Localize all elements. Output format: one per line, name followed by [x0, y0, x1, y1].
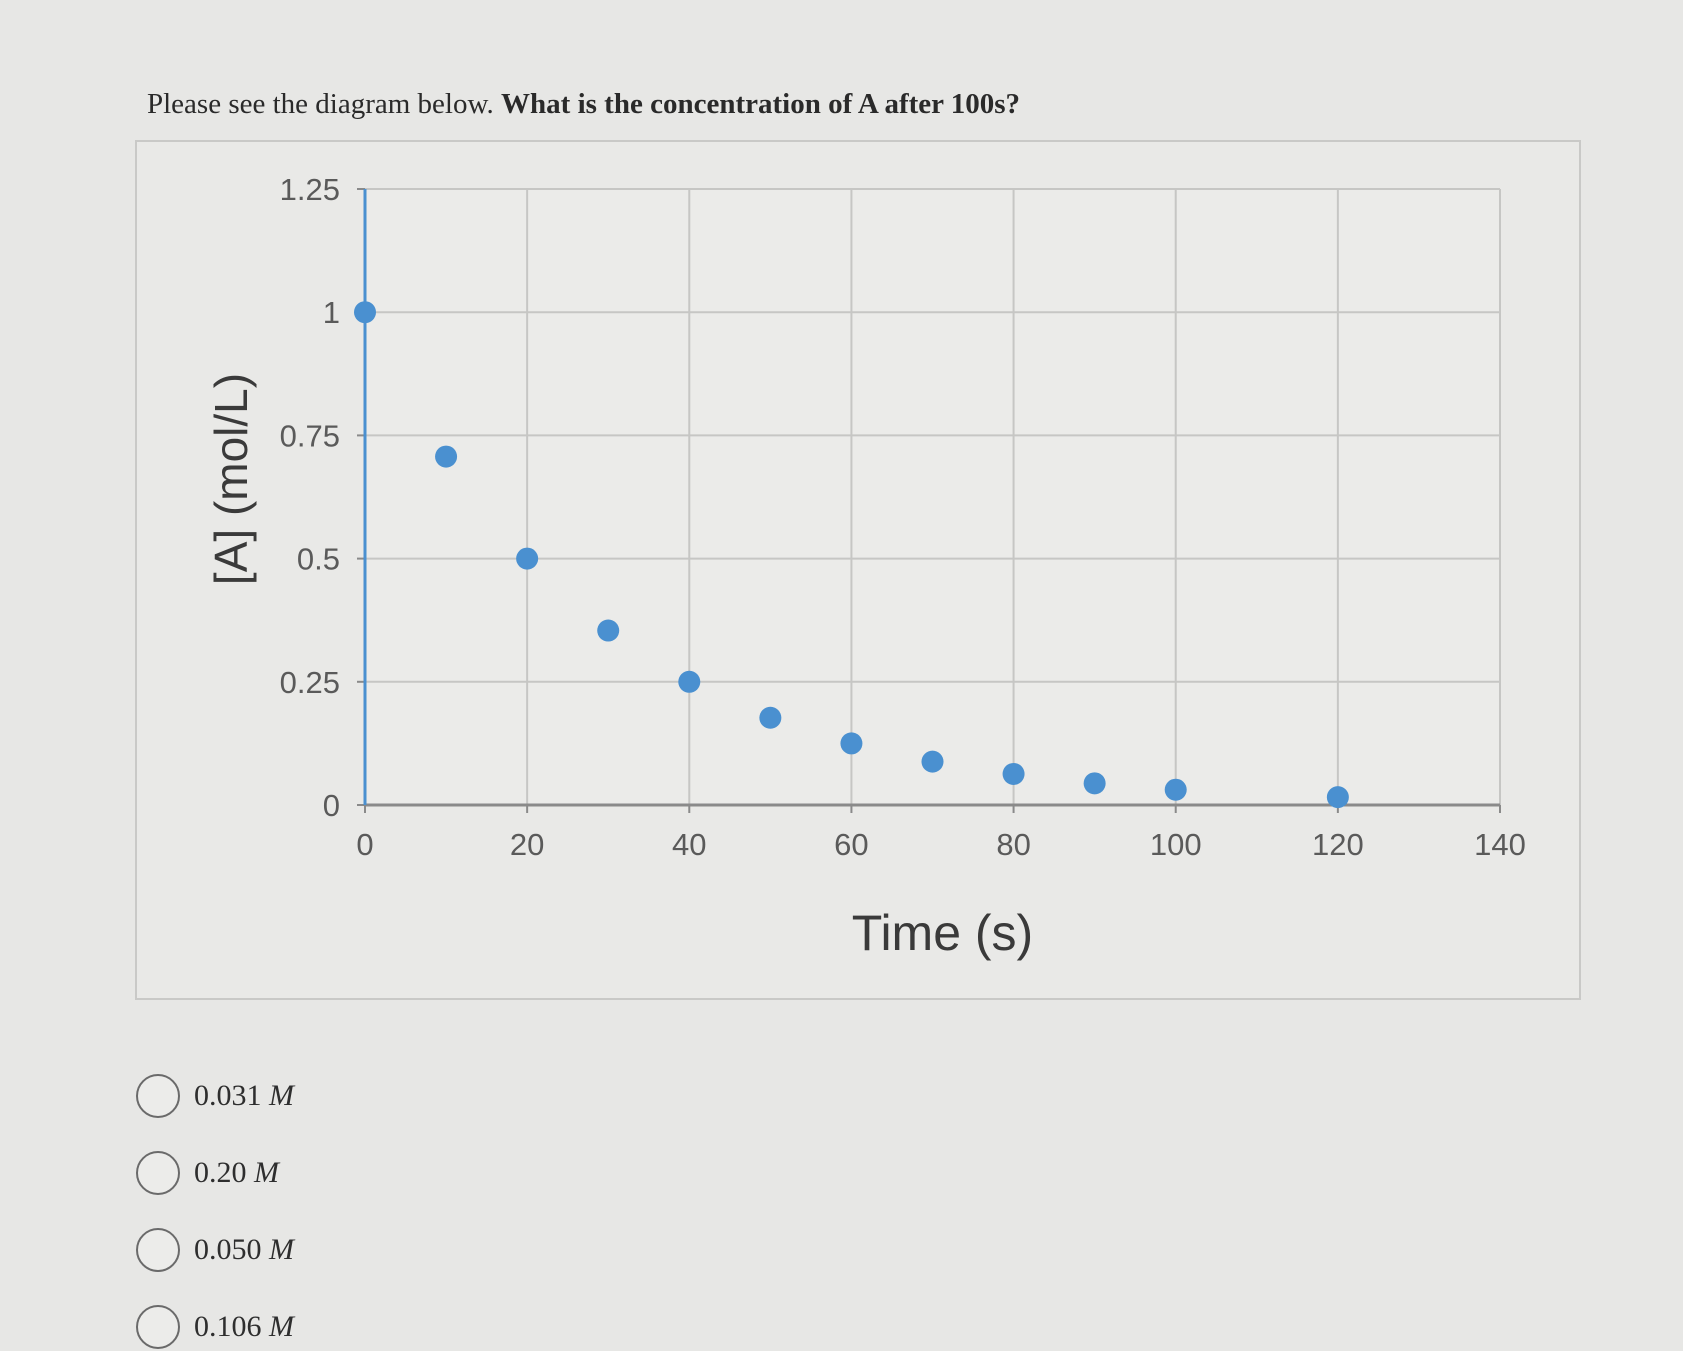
y-tick-label: 0.25: [280, 665, 340, 700]
y-tick-label: 0.5: [297, 542, 340, 577]
x-tick-label: 40: [672, 827, 706, 862]
data-point: [354, 301, 376, 324]
question-prefix: Please see the diagram below.: [147, 88, 494, 120]
answer-option-2[interactable]: 0.20 M: [136, 1149, 536, 1197]
question-text: Please see the diagram below. What is th…: [147, 88, 1020, 121]
data-point: [759, 706, 782, 729]
x-tick-label: 140: [1474, 827, 1526, 862]
data-point: [678, 670, 701, 693]
radio-button[interactable]: [136, 1228, 180, 1272]
data-point: [516, 547, 539, 570]
option-label: 0.050 M: [194, 1233, 294, 1266]
x-tick-label: 100: [1150, 827, 1202, 862]
x-axis-title: Time (s): [852, 905, 1033, 961]
y-tick-label: 0: [323, 788, 340, 823]
radio-button[interactable]: [136, 1074, 180, 1118]
y-tick-label: 1.25: [280, 172, 340, 207]
y-axis-title: [A] (mol/L): [205, 373, 257, 585]
y-tick-label: 0.75: [280, 418, 340, 453]
data-point: [597, 619, 620, 642]
option-label: 0.106 M: [194, 1310, 294, 1343]
option-label: 0.20 M: [194, 1156, 279, 1189]
answer-option-3[interactable]: 0.050 M: [136, 1226, 536, 1274]
radio-button[interactable]: [136, 1151, 180, 1195]
plot-area: [365, 189, 1500, 805]
data-point: [1326, 786, 1349, 809]
data-point: [1002, 762, 1025, 785]
radio-button[interactable]: [136, 1305, 180, 1349]
answer-option-1[interactable]: 0.031 M: [136, 1072, 536, 1120]
chart-frame: 0 20 40 60 80 100 120 140 0 0.25 0.5 0.75 1 1.25 Time …: [135, 140, 1581, 1000]
data-point: [840, 732, 863, 755]
x-tick-label: 120: [1312, 827, 1364, 862]
data-point: [921, 750, 944, 773]
x-tick-label: 20: [510, 827, 544, 862]
x-tick-label: 80: [996, 827, 1030, 862]
data-point: [1083, 772, 1106, 795]
option-label: 0.031 M: [194, 1079, 294, 1112]
question-prompt: What is the concentration of A after 100…: [501, 88, 1021, 120]
answer-option-4[interactable]: 0.106 M: [136, 1303, 536, 1351]
y-tick-label: 1: [323, 295, 340, 330]
x-tick-label: 0: [356, 827, 373, 862]
scatter-chart: 0 20 40 60 80 100 120 140 0 0.25 0.5 0.75 1 1.25 Time …: [205, 172, 1526, 961]
x-tick-label: 60: [834, 827, 868, 862]
data-point: [1164, 778, 1187, 801]
data-point: [435, 445, 458, 468]
